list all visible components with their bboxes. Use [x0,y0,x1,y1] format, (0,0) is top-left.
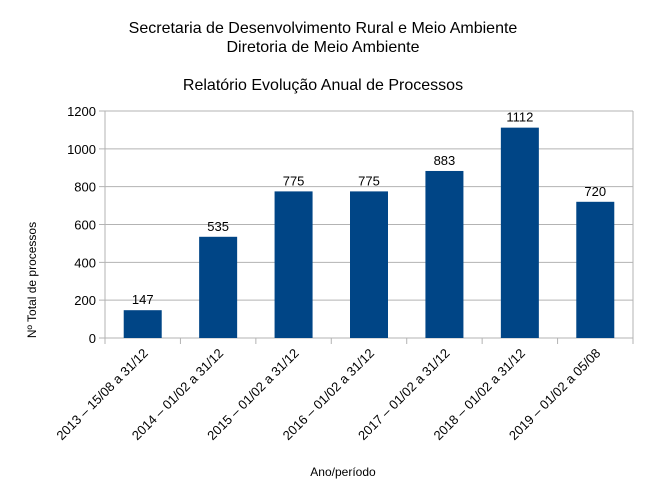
data-label: 147 [132,292,154,307]
bar [199,236,238,338]
chart-subtitle: Relatório Evolução Anual de Processos [182,77,464,94]
bar [425,170,464,338]
bar [274,191,313,338]
y-tick-label: 1000 [67,142,96,157]
data-label: 1112 [506,110,533,125]
data-label: 720 [584,184,606,199]
x-axis-label: Ano/período [310,465,376,479]
bar [500,127,539,338]
y-axis-label: Nº Total de processos [25,222,39,338]
y-tick-label: 400 [74,255,96,270]
y-axis-ticks: 0 200 400 600 800 1000 1200 [67,104,96,346]
data-labels: 147 535 775 775 883 1112 720 [132,110,606,308]
bars [123,127,615,338]
data-label: 535 [207,219,229,234]
y-tick-label: 600 [74,218,96,233]
chart-title-line-1: Secretaria de Desenvolvimento Rural e Me… [128,20,518,37]
y-tick-label: 800 [74,180,96,195]
y-tick-label: 200 [74,293,96,308]
data-label: 775 [283,173,305,188]
data-label: 883 [434,153,456,168]
y-tick-label: 0 [89,331,96,346]
bar [576,201,615,338]
bar [350,191,388,338]
y-tick-label: 1200 [67,104,96,119]
data-label: 775 [358,173,380,188]
chart-title-line-2: Diretoria de Meio Ambiente [226,39,420,56]
bar [123,310,162,338]
